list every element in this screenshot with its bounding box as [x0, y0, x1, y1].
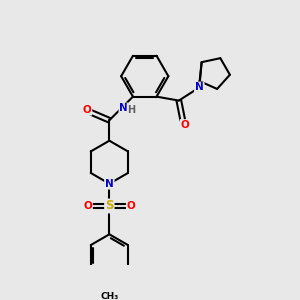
- Text: H: H: [128, 105, 136, 115]
- Text: N: N: [195, 82, 204, 92]
- Text: O: O: [127, 201, 136, 211]
- Text: S: S: [105, 200, 114, 212]
- Text: N: N: [119, 103, 128, 113]
- Text: N: N: [105, 179, 114, 189]
- Text: CH₃: CH₃: [100, 292, 118, 300]
- Text: O: O: [181, 120, 189, 130]
- Text: O: O: [83, 105, 92, 115]
- Text: O: O: [83, 201, 92, 211]
